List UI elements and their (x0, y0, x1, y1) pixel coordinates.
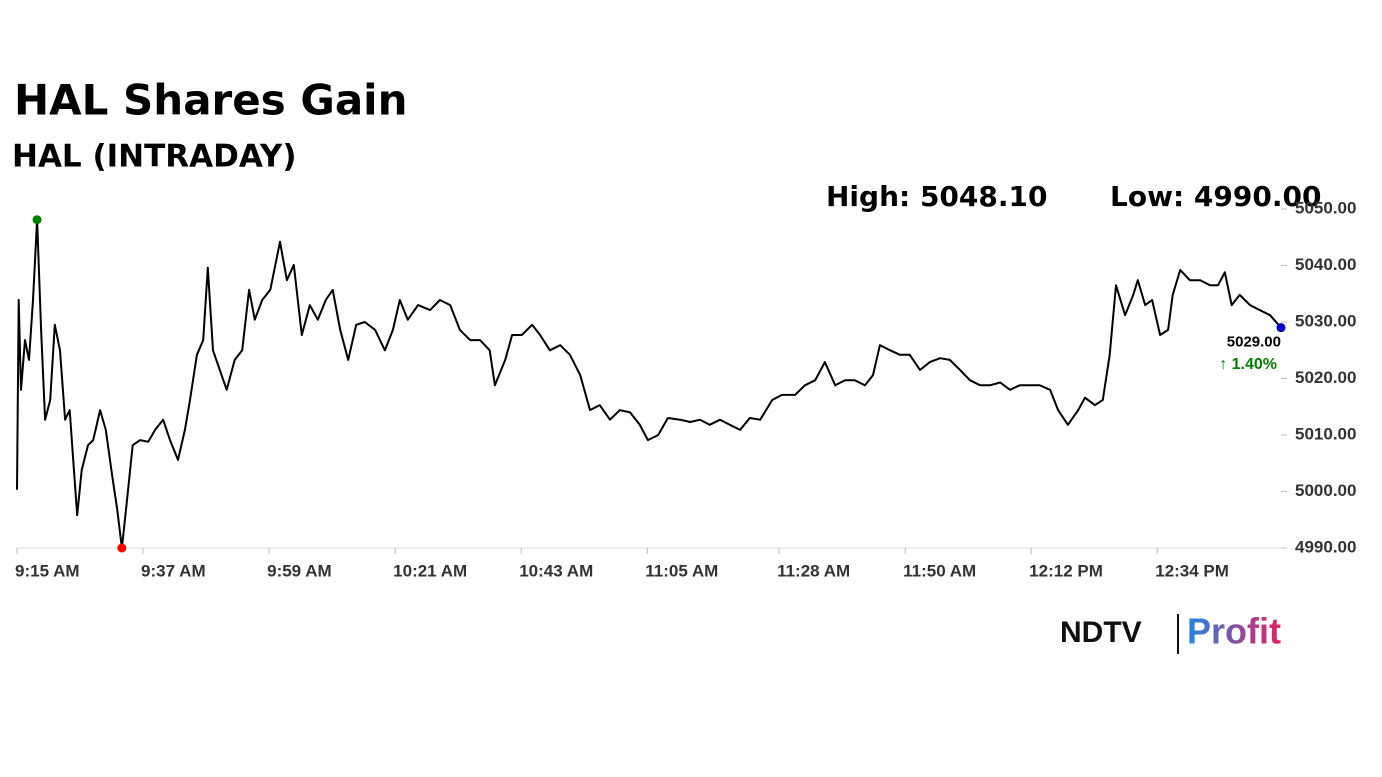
chart-subtitle: HAL (INTRADAY) (12, 139, 297, 175)
high-marker (32, 215, 42, 225)
x-tick-label: 9:15 AM (15, 561, 80, 580)
y-tick-label: 5020.00 (1295, 368, 1356, 387)
y-tick-label: 4990.00 (1295, 537, 1356, 556)
last-marker (1276, 323, 1286, 333)
x-tick-label: 10:43 AM (519, 561, 593, 580)
brand-right: Profit (1187, 611, 1281, 652)
y-tick-label: 5030.00 (1295, 311, 1356, 330)
low-marker (117, 543, 127, 553)
y-tick-label: 5040.00 (1295, 255, 1356, 274)
x-tick-label: 11:05 AM (645, 561, 718, 580)
y-tick-label: 5000.00 (1295, 481, 1356, 500)
low-label: Low: 4990.00 (1110, 180, 1321, 213)
x-tick-label: 12:34 PM (1155, 561, 1229, 580)
high-label: High: 5048.10 (826, 180, 1047, 213)
price-line (16, 218, 1282, 549)
y-tick-label: 5010.00 (1295, 424, 1356, 443)
x-tick-label: 11:28 AM (777, 561, 850, 580)
y-tick-label: 5050.00 (1295, 198, 1356, 217)
change-label: ↑ 1.40% (1219, 356, 1277, 373)
chart-title: HAL Shares Gain (14, 76, 407, 125)
x-tick-label: 11:50 AM (903, 561, 976, 580)
x-tick-label: 9:37 AM (141, 561, 206, 580)
x-tick-label: 10:21 AM (393, 561, 467, 580)
x-tick-label: 9:59 AM (267, 561, 332, 580)
last-value-label: 5029.00 (1227, 334, 1281, 351)
brand-left: NDTV (1060, 616, 1142, 649)
brand-logo: NDTV Profit (1060, 611, 1281, 654)
x-tick-label: 12:12 PM (1029, 561, 1103, 580)
